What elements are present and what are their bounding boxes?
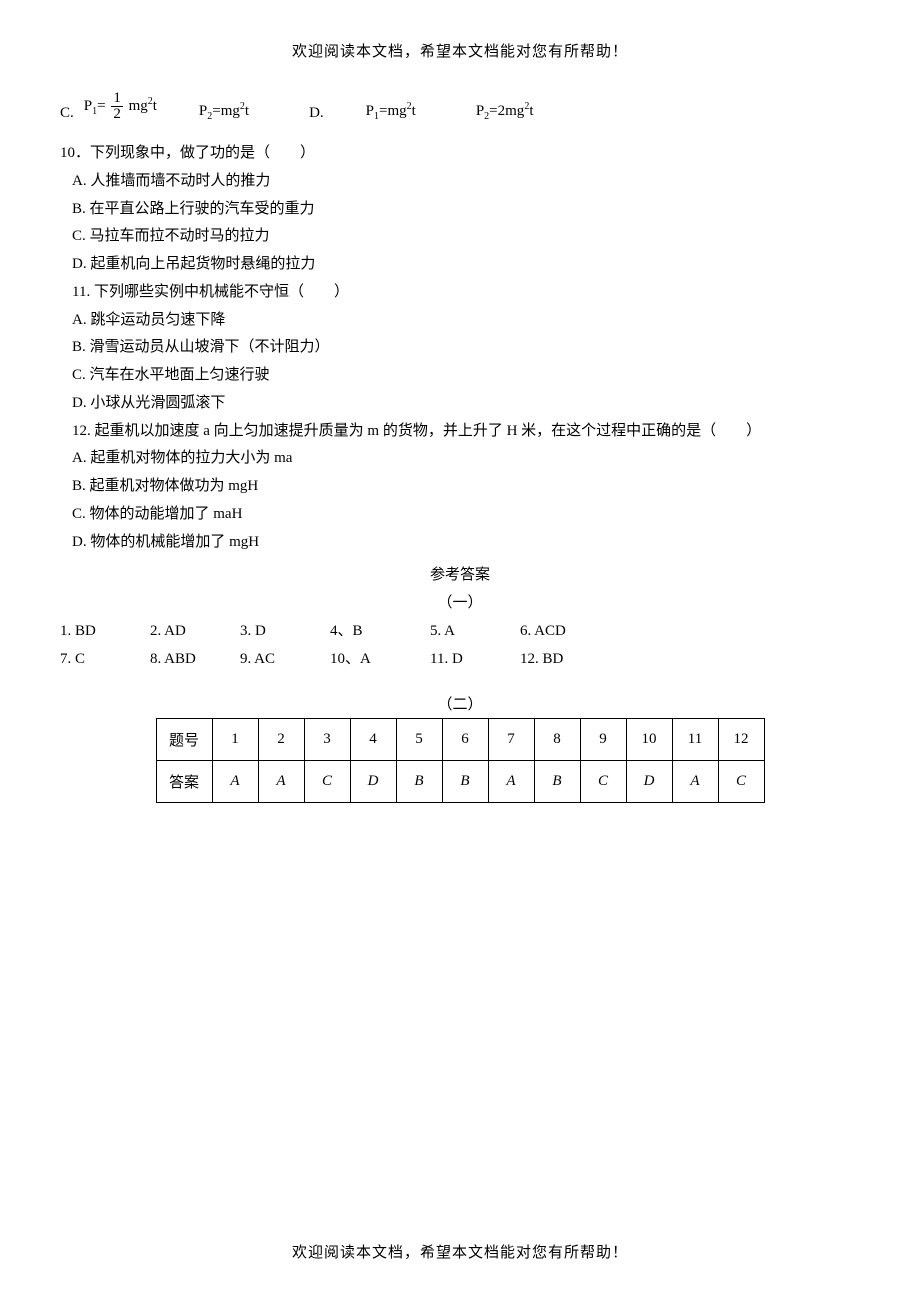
mg-text-1: mg [125,98,148,114]
td-2: A [258,761,304,803]
t-4: t [529,103,533,119]
td-label: 答案 [156,761,212,803]
ans-2: 2. AD [150,618,240,646]
q12-b: B. 起重机对物体做功为 mgH [60,473,860,501]
td-3: C [304,761,350,803]
td-6: B [442,761,488,803]
answers-sub2: （二） [60,693,860,714]
table-row-header: 题号 1 2 3 4 5 6 7 8 9 10 11 12 [156,719,764,761]
ans-1: 1. BD [60,618,150,646]
dp2-rhs: =2mg [489,103,524,119]
td-11: A [672,761,718,803]
formula-d-p1: P1=mg2t [366,101,416,122]
q10-b: B. 在平直公路上行驶的汽车受的重力 [60,196,860,224]
dp1-rhs: =mg [379,103,407,119]
q12-d: D. 物体的机械能增加了 mgH [60,529,860,557]
ans-6: 6. ACD [520,618,610,646]
td-4: D [350,761,396,803]
q11-b: B. 滑雪运动员从山坡滑下（不计阻力） [60,334,860,362]
option-c-label: C. [60,105,74,122]
p1-var: P [84,98,92,114]
ans-3: 3. D [240,618,330,646]
answers-section-2: （二） 题号 1 2 3 4 5 6 7 8 9 10 11 12 答案 A A [60,693,860,803]
td-12: C [718,761,764,803]
th-9: 9 [580,719,626,761]
th-6: 6 [442,719,488,761]
formula-c-p1: P 1 = 1 2 mg2 t [84,91,157,122]
th-10: 10 [626,719,672,761]
q12-c: C. 物体的动能增加了 maH [60,501,860,529]
ans-11: 11. D [430,646,520,674]
ans-5: 5. A [430,618,520,646]
answers-sub1: （一） [60,590,860,618]
th-5: 5 [396,719,442,761]
formula-c-p2: P2=mg2t [199,101,249,122]
answers-table: 题号 1 2 3 4 5 6 7 8 9 10 11 12 答案 A A C D… [156,718,765,803]
page-footer: 欢迎阅读本文档，希望本文档能对您有所帮助！ [0,1241,920,1262]
td-10: D [626,761,672,803]
ans-7: 7. C [60,646,150,674]
ans-4: 4、B [330,618,430,646]
ans-9: 9. AC [240,646,330,674]
formula-d-p2: P2=2mg2t [476,101,534,122]
td-8: B [534,761,580,803]
answers-title: 参考答案 [60,562,860,590]
formula-row: C. P 1 = 1 2 mg2 t P2=mg2t D. P1=mg2t P2=2m… [60,91,860,122]
q11-stem: 11. 下列哪些实例中机械能不守恒（ ） [60,279,860,307]
answers-row-1: 1. BD 2. AD 3. D 4、B 5. A 6. ACD [60,618,860,646]
th-11: 11 [672,719,718,761]
th-label: 题号 [156,719,212,761]
t-1: t [153,98,157,114]
ans-10: 10、A [330,646,430,674]
page-header: 欢迎阅读本文档，希望本文档能对您有所帮助！ [60,40,860,61]
q11-c: C. 汽车在水平地面上匀速行驶 [60,362,860,390]
q11-a: A. 跳伞运动员匀速下降 [60,307,860,335]
question-10: 10．下列现象中，做了功的是（ ） A. 人推墙而墙不动时人的推力 B. 在平直… [60,140,860,556]
q11-d: D. 小球从光滑圆弧滚下 [60,390,860,418]
td-5: B [396,761,442,803]
q10-c: C. 马拉车而拉不动时马的拉力 [60,223,860,251]
frac-den: 2 [111,107,123,122]
option-d-label: D. [309,105,324,122]
q10-d: D. 起重机向上吊起货物时悬绳的拉力 [60,251,860,279]
th-7: 7 [488,719,534,761]
th-3: 3 [304,719,350,761]
th-1: 1 [212,719,258,761]
q12-a: A. 起重机对物体的拉力大小为 ma [60,445,860,473]
q12-stem: 12. 起重机以加速度 a 向上匀加速提升质量为 m 的货物，并上升了 H 米，… [60,418,860,446]
p2-var: P [199,103,207,119]
t-3: t [412,103,416,119]
th-8: 8 [534,719,580,761]
table-row-answers: 答案 A A C D B B A B C D A C [156,761,764,803]
p2-rhs: =mg [212,103,240,119]
frac-num: 1 [111,91,123,107]
q10-stem: 10．下列现象中，做了功的是（ ） [60,140,860,168]
th-4: 4 [350,719,396,761]
eq1: = [97,98,105,114]
fraction-half: 1 2 [111,91,123,122]
td-1: A [212,761,258,803]
dp2-var: P [476,103,484,119]
answers-row-2: 7. C 8. ABD 9. AC 10、A 11. D 12. BD [60,646,860,674]
ans-8: 8. ABD [150,646,240,674]
ans-12: 12. BD [520,646,610,674]
th-2: 2 [258,719,304,761]
td-9: C [580,761,626,803]
dp1-var: P [366,103,374,119]
th-12: 12 [718,719,764,761]
td-7: A [488,761,534,803]
q10-a: A. 人推墙而墙不动时人的推力 [60,168,860,196]
t-2: t [245,103,249,119]
